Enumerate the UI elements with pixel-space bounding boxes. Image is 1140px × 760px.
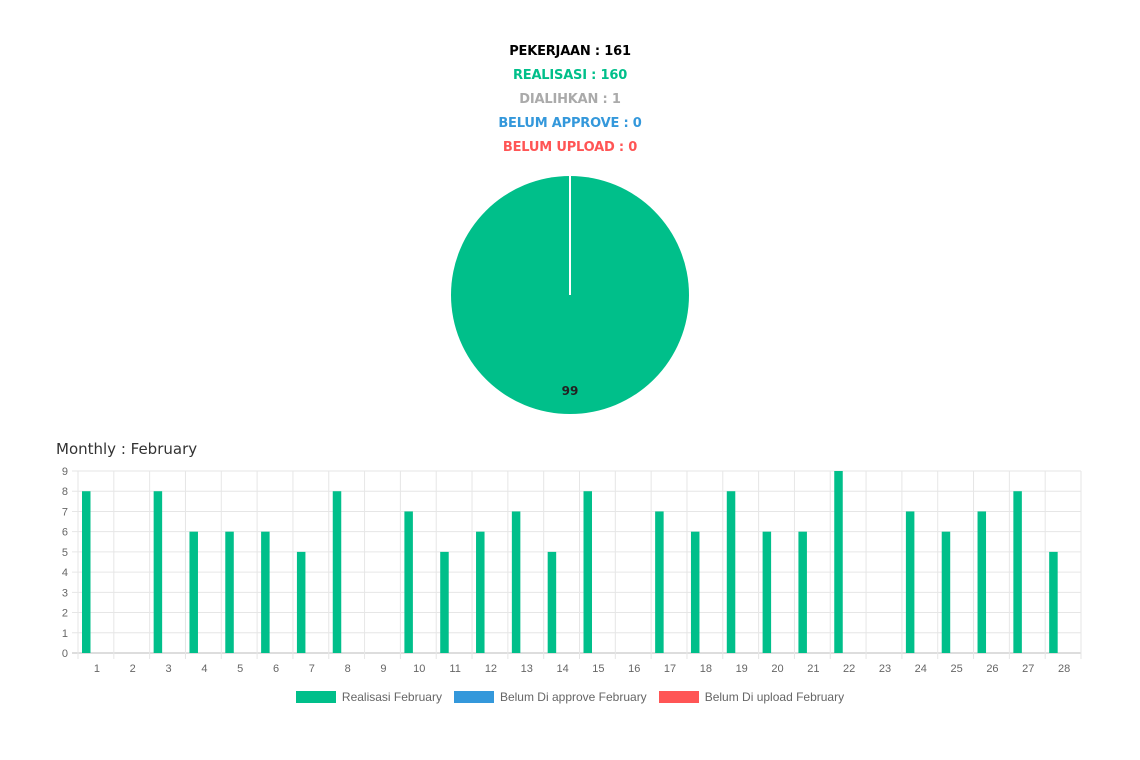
bar-realisasi-day-4[interactable] — [189, 531, 198, 653]
bar-realisasi-day-21[interactable] — [798, 531, 807, 653]
pie-chart: 99 — [451, 176, 689, 414]
legend-label-belum-approve: Belum Di approve February — [499, 690, 647, 704]
x-tick-label: 6 — [273, 663, 279, 675]
bar-realisasi-day-1[interactable] — [82, 491, 91, 653]
bar-realisasi-day-18[interactable] — [690, 531, 700, 653]
x-tick-label: 13 — [521, 663, 533, 675]
y-tick-label: 3 — [62, 587, 68, 599]
x-tick-label: 16 — [628, 663, 640, 675]
bar-realisasi-day-14[interactable] — [547, 551, 557, 653]
y-tick-label: 1 — [62, 628, 68, 640]
bar-realisasi-day-15[interactable] — [583, 491, 593, 653]
bar-realisasi-day-26[interactable] — [977, 511, 987, 653]
x-tick-label: 10 — [413, 663, 425, 675]
bar-realisasi-day-17[interactable] — [655, 511, 664, 653]
bar-realisasi-day-20[interactable] — [762, 531, 772, 653]
x-tick-label: 1 — [94, 663, 100, 675]
x-tick-label: 23 — [879, 663, 891, 675]
x-tick-label: 15 — [592, 663, 604, 675]
x-tick-label: 11 — [449, 663, 460, 675]
bar-realisasi-day-10[interactable] — [404, 511, 413, 653]
x-tick-label: 21 — [807, 663, 819, 675]
x-tick-label: 22 — [843, 663, 855, 675]
pie-data-label: 99 — [562, 384, 579, 398]
bar-realisasi-day-12[interactable] — [476, 531, 485, 653]
x-tick-label: 17 — [664, 663, 676, 675]
x-tick-label: 25 — [951, 663, 963, 675]
bar-realisasi-day-5[interactable] — [225, 531, 234, 653]
legend-swatch-belum-upload — [658, 691, 699, 703]
x-tick-label: 4 — [201, 663, 207, 675]
belum-upload-count: BELUM UPLOAD : 0 — [502, 140, 638, 155]
bar-chart-legend: Realisasi February Belum Di approve Febr… — [0, 690, 1140, 704]
x-tick-label: 8 — [345, 663, 351, 675]
y-tick-label: 2 — [62, 608, 68, 620]
bar-realisasi-day-27[interactable] — [1013, 491, 1022, 653]
bar-realisasi-day-6[interactable] — [261, 531, 270, 653]
legend-item-belum-upload[interactable]: Belum Di upload February — [658, 690, 845, 704]
x-tick-label: 18 — [700, 663, 712, 675]
x-tick-label: 26 — [986, 663, 998, 675]
bar-realisasi-day-7[interactable] — [296, 551, 306, 653]
pekerjaan-count: PEKERJAAN : 161 — [509, 44, 631, 59]
bar-realisasi-day-3[interactable] — [153, 491, 163, 653]
y-tick-label: 7 — [62, 506, 68, 518]
bar-realisasi-day-19[interactable] — [726, 491, 736, 653]
x-tick-label: 5 — [237, 663, 243, 675]
legend-swatch-belum-approve — [453, 691, 494, 703]
belum-approve-count: BELUM APPROVE : 0 — [498, 116, 642, 131]
x-tick-label: 9 — [380, 663, 386, 675]
x-tick-label: 12 — [485, 663, 497, 675]
y-tick-label: 6 — [62, 527, 68, 539]
summary-panel: PEKERJAAN : 161 REALISASI : 160 DIALIHKA… — [0, 42, 1140, 162]
legend-item-realisasi[interactable]: Realisasi February — [295, 690, 442, 704]
realisasi-count: REALISASI : 160 — [512, 68, 628, 83]
x-tick-label: 3 — [165, 663, 171, 675]
x-tick-label: 14 — [556, 663, 568, 675]
y-tick-label: 9 — [62, 466, 68, 478]
legend-label-belum-upload: Belum Di upload February — [704, 690, 845, 704]
bar-realisasi-day-11[interactable] — [440, 551, 449, 653]
y-tick-label: 5 — [62, 547, 68, 559]
x-tick-label: 28 — [1058, 663, 1070, 675]
y-tick-label: 0 — [62, 648, 68, 660]
x-tick-label: 2 — [130, 663, 136, 675]
bar-realisasi-day-13[interactable] — [511, 511, 521, 653]
x-tick-label: 19 — [736, 663, 748, 675]
legend-label-realisasi: Realisasi February — [341, 690, 442, 704]
x-tick-label: 24 — [915, 663, 927, 675]
x-tick-label: 20 — [771, 663, 783, 675]
monthly-chart-title: Monthly : February — [56, 440, 198, 458]
dialihkan-count: DIALIHKAN : 1 — [519, 92, 621, 107]
bar-realisasi-day-8[interactable] — [332, 491, 342, 653]
bar-realisasi-day-25[interactable] — [941, 531, 951, 653]
bar-realisasi-day-24[interactable] — [905, 511, 915, 653]
y-tick-label: 8 — [62, 486, 68, 498]
x-tick-label: 27 — [1022, 663, 1034, 675]
bar-realisasi-day-22[interactable] — [834, 471, 843, 653]
legend-item-belum-approve[interactable]: Belum Di approve February — [453, 690, 647, 704]
y-tick-label: 4 — [62, 567, 68, 579]
x-tick-label: 7 — [309, 663, 315, 675]
legend-swatch-realisasi — [295, 691, 336, 703]
bar-realisasi-day-28[interactable] — [1049, 551, 1058, 653]
